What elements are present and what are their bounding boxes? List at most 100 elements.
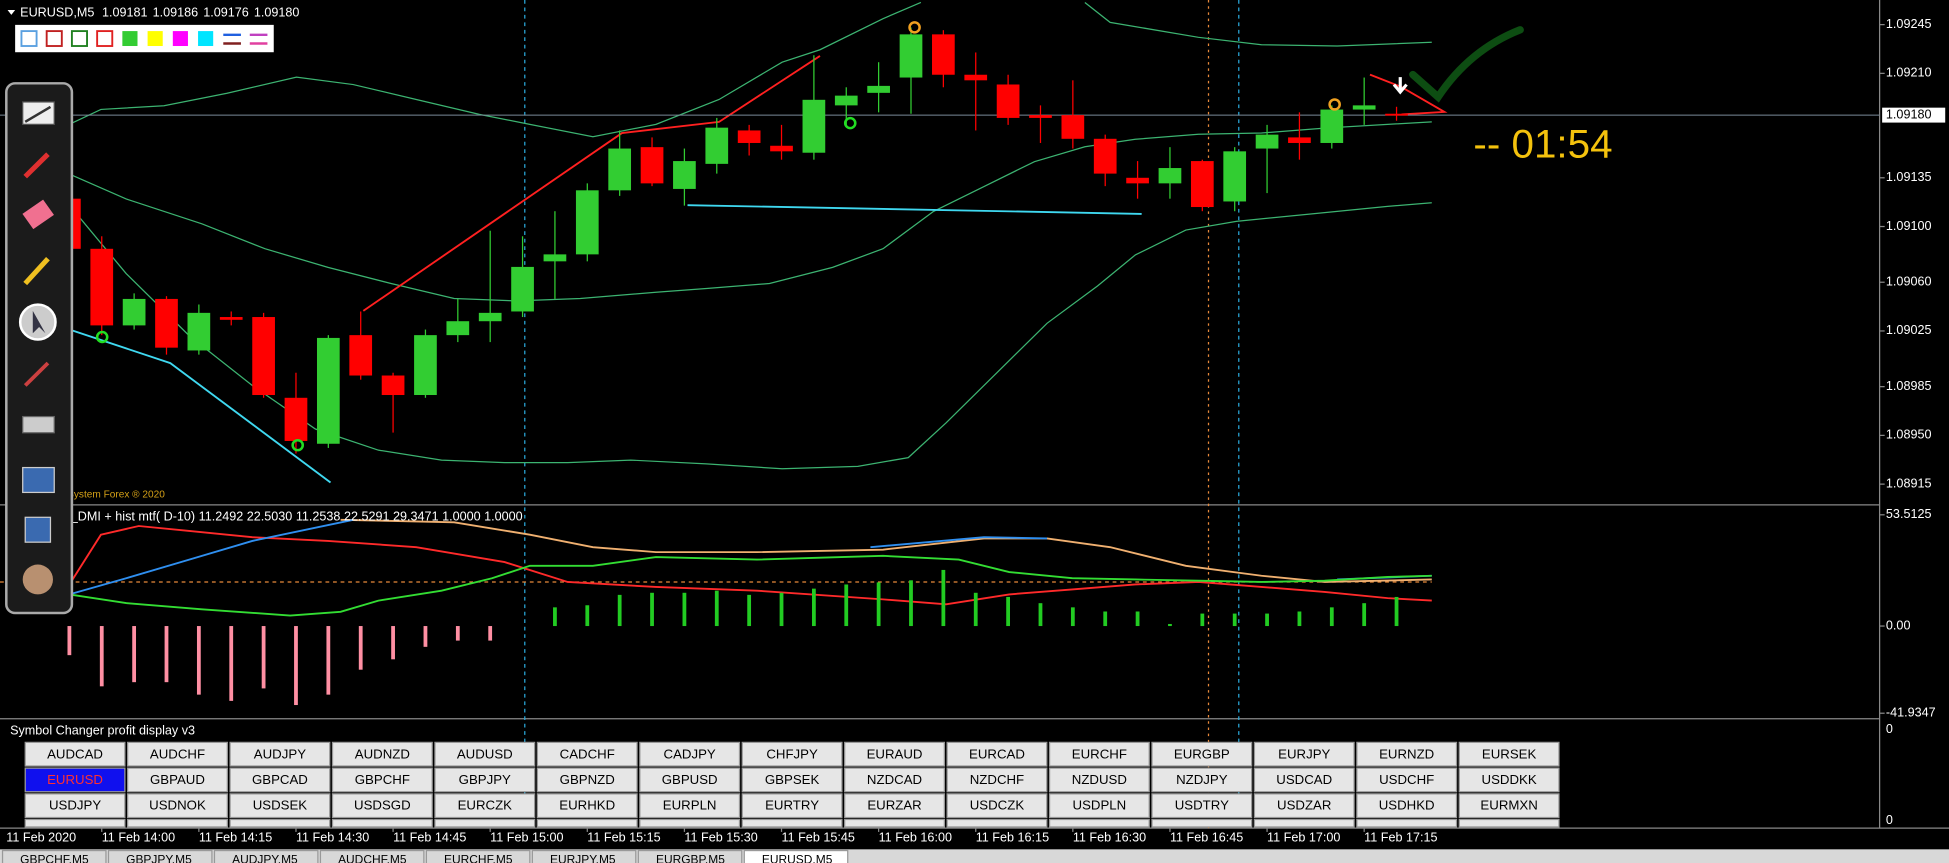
symbol-button[interactable]: [844, 741, 945, 767]
symbol-button-label[interactable]: GBPSEK: [765, 772, 820, 787]
symbol-button-label[interactable]: USDNOK: [149, 798, 206, 813]
chart-tab-label[interactable]: AUDCHF,M5: [338, 853, 407, 863]
symbol-button[interactable]: [536, 767, 638, 793]
symbol-button[interactable]: [24, 793, 126, 819]
palette-swatch[interactable]: [70, 30, 88, 47]
symbol-button-label[interactable]: USDHKD: [1379, 798, 1435, 813]
symbol-button[interactable]: [639, 793, 741, 819]
symbol-button[interactable]: [229, 767, 331, 793]
symbol-button-label[interactable]: AUDCHF: [150, 746, 205, 761]
symbol-button[interactable]: [1458, 793, 1560, 819]
symbol-button[interactable]: [1458, 818, 1560, 828]
tool-icon[interactable]: [22, 564, 53, 595]
symbol-button-label[interactable]: NZDCHF: [970, 772, 1024, 787]
symbol-button[interactable]: [1356, 818, 1458, 828]
symbol-button-label[interactable]: EURMXN: [1480, 798, 1537, 813]
chart-tab[interactable]: [213, 849, 319, 863]
symbol-button-label[interactable]: GBPNZD: [560, 772, 615, 787]
symbol-button-label[interactable]: NZDJPY: [1176, 772, 1228, 787]
symbol-button-label[interactable]: GBPCAD: [252, 772, 308, 787]
palette-swatch[interactable]: [172, 31, 188, 47]
chart-tab[interactable]: [425, 849, 531, 863]
symbol-button[interactable]: [1253, 741, 1355, 767]
symbol-button-label[interactable]: EURSEK: [1482, 746, 1537, 761]
symbol-button[interactable]: [331, 741, 433, 767]
symbol-button[interactable]: [741, 818, 843, 828]
tool-icon[interactable]: [22, 415, 55, 434]
symbol-button[interactable]: [536, 741, 638, 767]
symbol-button[interactable]: [331, 767, 433, 793]
symbol-button-label[interactable]: USDCAD: [1276, 772, 1332, 787]
symbol-button[interactable]: [639, 767, 741, 793]
symbol-button-label[interactable]: EURJPY: [1278, 746, 1330, 761]
symbol-button[interactable]: [536, 818, 638, 828]
symbol-button[interactable]: [1048, 767, 1150, 793]
symbol-button-label[interactable]: EURTRY: [765, 798, 819, 813]
symbol-button[interactable]: [1151, 741, 1253, 767]
tool-icon[interactable]: [23, 361, 50, 387]
symbol-button-label[interactable]: USDZAR: [1277, 798, 1331, 813]
chart-tab-label[interactable]: EURUSD,M5: [762, 853, 833, 863]
symbol-button[interactable]: [24, 818, 126, 828]
symbol-button-label[interactable]: GBPJPY: [459, 772, 511, 787]
symbol-button-label[interactable]: EURUSD: [47, 772, 103, 787]
symbol-button[interactable]: [24, 767, 126, 793]
symbol-button-label[interactable]: NZDUSD: [1072, 772, 1127, 787]
symbol-button[interactable]: [1356, 767, 1458, 793]
symbol-button[interactable]: [844, 793, 945, 819]
symbol-button[interactable]: [434, 818, 536, 828]
symbol-button[interactable]: [434, 767, 536, 793]
symbol-button[interactable]: [1458, 741, 1560, 767]
chart-tab[interactable]: [1, 849, 107, 863]
symbol-button-label[interactable]: AUDJPY: [254, 746, 306, 761]
symbol-button-label[interactable]: USDSEK: [253, 798, 308, 813]
symbol-button[interactable]: [639, 741, 741, 767]
symbol-button[interactable]: [331, 818, 433, 828]
symbol-button-label[interactable]: EURAUD: [867, 746, 923, 761]
symbol-button[interactable]: [639, 818, 741, 828]
symbol-button[interactable]: [844, 767, 945, 793]
symbol-button[interactable]: [741, 741, 843, 767]
symbol-button-label[interactable]: EURHKD: [559, 798, 615, 813]
symbol-button[interactable]: [1253, 818, 1355, 828]
symbol-button-label[interactable]: USDPLN: [1073, 798, 1127, 813]
symbol-button-label[interactable]: NZDCAD: [867, 772, 922, 787]
symbol-button-label[interactable]: USDJPY: [49, 798, 101, 813]
symbol-button[interactable]: [127, 818, 228, 828]
symbol-button-label[interactable]: CHFJPY: [766, 746, 818, 761]
symbol-button[interactable]: [127, 767, 228, 793]
symbol-button[interactable]: [741, 793, 843, 819]
symbol-button-label[interactable]: AUDUSD: [457, 746, 513, 761]
symbol-button[interactable]: [1151, 818, 1253, 828]
tool-icon[interactable]: [23, 152, 50, 179]
symbol-button[interactable]: [1151, 767, 1253, 793]
dropdown-arrow[interactable]: [7, 9, 16, 15]
symbol-button[interactable]: [24, 741, 126, 767]
symbol-button[interactable]: [946, 741, 1048, 767]
palette-swatch[interactable]: [198, 31, 214, 47]
chart-tab[interactable]: [531, 849, 637, 863]
chart-tab-label[interactable]: AUDJPY,M5: [232, 853, 298, 863]
symbol-button-label[interactable]: EURCAD: [969, 746, 1025, 761]
chart-tab-label[interactable]: EURCHF,M5: [444, 853, 513, 863]
chart-tab-label[interactable]: EURGBP,M5: [656, 853, 725, 863]
palette-swatch[interactable]: [45, 30, 63, 47]
symbol-button[interactable]: [127, 741, 228, 767]
symbol-button-label[interactable]: EURPLN: [663, 798, 717, 813]
symbol-button[interactable]: [1356, 741, 1458, 767]
symbol-button-label[interactable]: USDSGD: [354, 798, 411, 813]
chart-tab[interactable]: [107, 849, 213, 863]
palette-swatch[interactable]: [122, 31, 138, 47]
symbol-button[interactable]: [1048, 741, 1150, 767]
color-palette[interactable]: [15, 24, 274, 53]
symbol-button-label[interactable]: USDCHF: [1379, 772, 1434, 787]
symbol-button-label[interactable]: CADJPY: [664, 746, 716, 761]
symbol-button[interactable]: [946, 793, 1048, 819]
symbol-button-label[interactable]: EURCHF: [1072, 746, 1127, 761]
symbol-button[interactable]: [229, 818, 331, 828]
symbol-button-label[interactable]: GBPUSD: [662, 772, 718, 787]
symbol-button-label[interactable]: USDDKK: [1482, 772, 1537, 787]
symbol-button[interactable]: [434, 793, 536, 819]
symbol-button-label[interactable]: EURZAR: [867, 798, 921, 813]
symbol-button[interactable]: [946, 818, 1048, 828]
